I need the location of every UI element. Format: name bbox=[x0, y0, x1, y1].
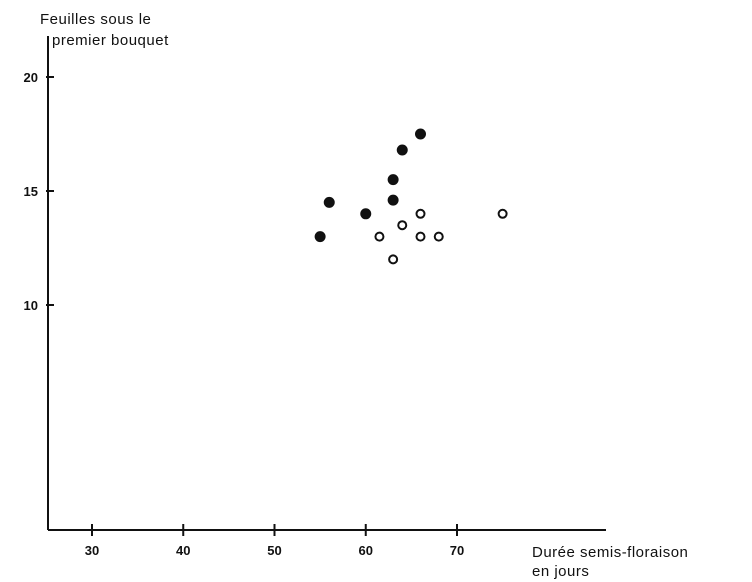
x-axis-title-line-2: en jours bbox=[532, 563, 589, 580]
filled-data-point bbox=[387, 194, 399, 206]
filled-data-point bbox=[387, 174, 399, 186]
y-axis-title-line-2: premier bouquet bbox=[52, 32, 169, 49]
x-axis-ticks: 30 40 50 60 70 bbox=[85, 524, 464, 558]
open-data-point bbox=[397, 220, 408, 231]
x-axis-title-line-1: Durée semis-floraison bbox=[532, 544, 688, 561]
filled-data-point bbox=[314, 231, 326, 243]
x-tick-label: 60 bbox=[359, 543, 373, 558]
x-tick-label: 50 bbox=[267, 543, 281, 558]
filled-data-point bbox=[415, 128, 426, 140]
open-data-point bbox=[497, 208, 508, 219]
open-data-point bbox=[433, 231, 444, 242]
open-data-point bbox=[415, 231, 426, 242]
y-axis-title-line-1: Feuilles sous le bbox=[40, 11, 151, 28]
filled-data-point bbox=[323, 196, 335, 208]
open-data-point bbox=[374, 231, 385, 242]
x-axis-title: Durée semis-floraison en jours bbox=[532, 544, 688, 580]
y-tick-label: 20 bbox=[24, 70, 38, 85]
y-tick-label: 15 bbox=[24, 184, 38, 199]
open-data-point bbox=[415, 208, 426, 219]
open-data-point bbox=[388, 254, 399, 265]
x-tick-label: 30 bbox=[85, 543, 99, 558]
y-axis-title: Feuilles sous le premier bouquet bbox=[40, 11, 169, 49]
x-tick-label: 70 bbox=[450, 543, 464, 558]
filled-data-point bbox=[396, 144, 408, 156]
data-points bbox=[314, 128, 508, 265]
y-tick-label: 10 bbox=[24, 298, 38, 313]
filled-data-point bbox=[360, 208, 372, 220]
y-axis-ticks: 10 15 20 bbox=[24, 70, 54, 313]
x-tick-label: 40 bbox=[176, 543, 190, 558]
